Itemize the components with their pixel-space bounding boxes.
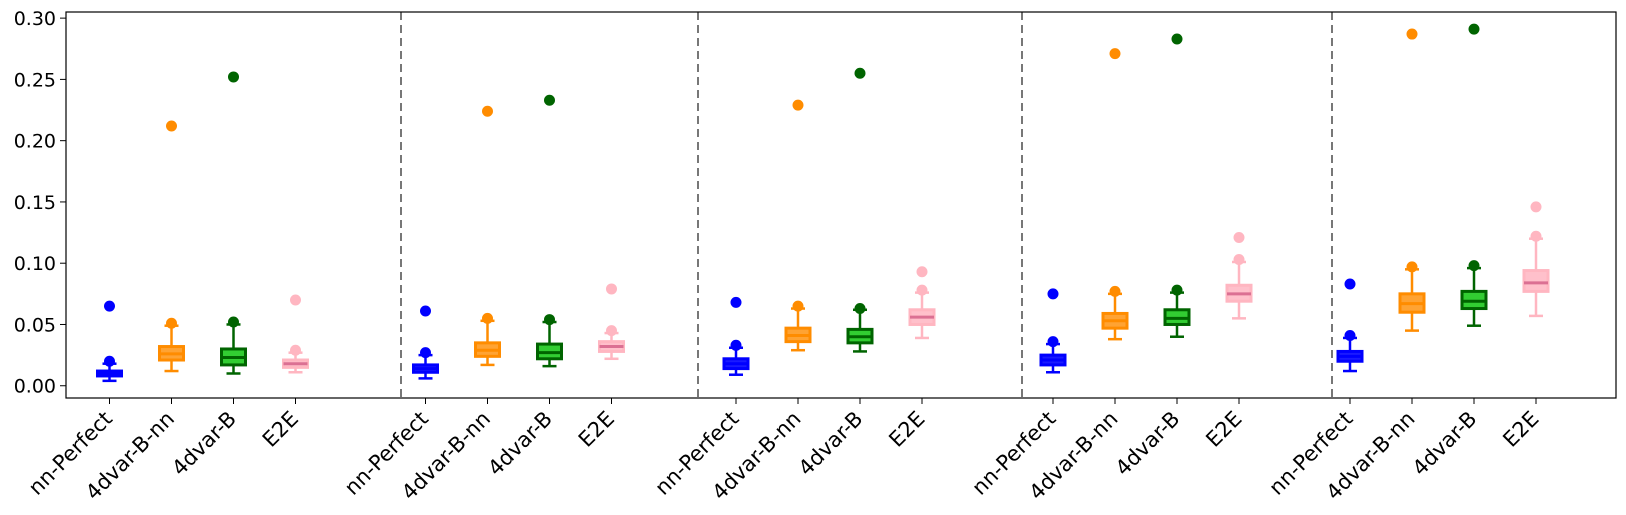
- x-tick-label: E2E: [258, 407, 303, 452]
- flier-point: [1406, 28, 1418, 40]
- flier-point: [606, 283, 617, 295]
- flier-point: [792, 99, 804, 111]
- flier-point: [166, 317, 177, 329]
- flier-point: [1109, 48, 1121, 60]
- y-tick-label: 0.30: [14, 8, 56, 30]
- flier-point: [1406, 261, 1418, 273]
- flier-point: [1344, 278, 1356, 290]
- y-tick-label: 0.05: [14, 314, 56, 336]
- flier-point: [290, 344, 301, 356]
- flier-point: [482, 312, 493, 324]
- x-tick-label: E2E: [574, 407, 619, 452]
- x-tick-label: 4dvar-B: [1111, 407, 1185, 481]
- flier-point: [104, 300, 115, 312]
- flier-point: [420, 347, 431, 359]
- flier-point: [1047, 288, 1059, 300]
- flier-point: [1344, 330, 1356, 342]
- flier-point: [228, 316, 239, 328]
- flier-point: [544, 94, 555, 106]
- flier-point: [916, 284, 928, 296]
- y-tick-label: 0.20: [14, 131, 56, 153]
- y-tick-label: 0.00: [14, 376, 56, 398]
- plot-frame: [65, 11, 1617, 399]
- x-tick-label: 4dvar-B: [794, 407, 868, 481]
- flier-point: [792, 300, 804, 312]
- flier-point: [730, 339, 742, 351]
- flier-point: [1468, 260, 1480, 272]
- flier-point: [1109, 285, 1121, 297]
- flier-point: [104, 355, 115, 367]
- y-tick-label: 0.15: [14, 192, 56, 214]
- x-tick-label: E2E: [1498, 407, 1543, 452]
- flier-point: [1233, 254, 1245, 266]
- x-tick-label: E2E: [1201, 407, 1246, 452]
- flier-point: [916, 266, 928, 278]
- flier-point: [482, 105, 493, 117]
- x-tick-label: 4dvar-B: [1408, 407, 1482, 481]
- x-tick-label: 4dvar-B: [167, 407, 241, 481]
- flier-point: [1468, 23, 1480, 35]
- flier-point: [1530, 201, 1542, 213]
- x-tick-label: E2E: [884, 407, 929, 452]
- y-tick-label: 0.10: [14, 253, 56, 275]
- flier-point: [420, 305, 431, 317]
- flier-point: [1171, 284, 1183, 296]
- flier-point: [854, 303, 866, 315]
- flier-point: [606, 325, 617, 337]
- flier-point: [730, 296, 742, 308]
- flier-point: [1047, 336, 1059, 348]
- x-tick-label: 4dvar-B: [483, 407, 557, 481]
- flier-point: [544, 314, 555, 326]
- flier-point: [228, 71, 239, 83]
- flier-point: [290, 294, 301, 306]
- box-iqr: [1522, 269, 1550, 293]
- flier-point: [1233, 231, 1245, 243]
- flier-point: [166, 120, 177, 132]
- flier-point: [1530, 230, 1542, 242]
- y-tick-label: 0.25: [14, 69, 56, 91]
- flier-point: [1171, 33, 1183, 45]
- flier-point: [854, 67, 866, 79]
